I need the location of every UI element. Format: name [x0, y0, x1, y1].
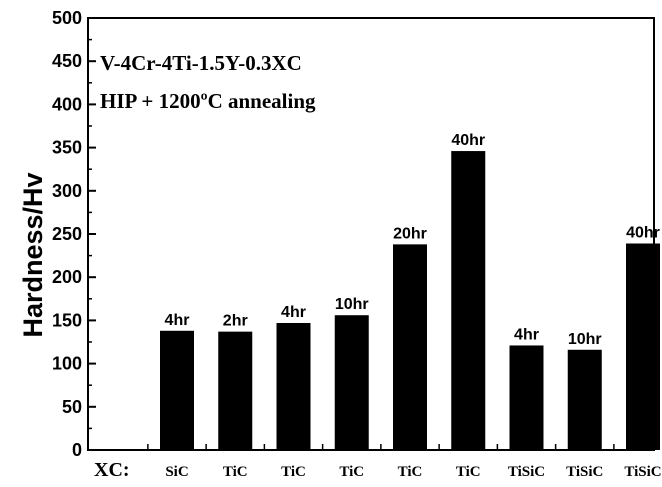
x-category-label: TiSiC [624, 464, 661, 480]
bar-value-label: 10hr [335, 296, 369, 313]
y-tick-label: 450 [52, 51, 82, 71]
y-axis-label: Hardness/Hv [18, 172, 48, 337]
bar-value-label: 20hr [393, 225, 427, 242]
y-tick-label: 0 [72, 440, 82, 460]
y-tick-label: 150 [52, 310, 82, 330]
y-tick-label: 100 [52, 354, 82, 374]
y-tick-label: 500 [52, 8, 82, 28]
bar-value-label: 40hr [451, 132, 485, 149]
bar-value-label: 10hr [568, 331, 602, 348]
x-category-label: TiSiC [508, 464, 545, 480]
x-category-label: TiC [281, 464, 306, 480]
bar [218, 332, 252, 450]
bar [510, 345, 544, 450]
y-tick-label: 350 [52, 138, 82, 158]
x-category-label: TiC [398, 464, 423, 480]
bar [451, 151, 485, 450]
bar-value-label: 4hr [281, 304, 306, 321]
y-tick-label: 200 [52, 267, 82, 287]
bar [568, 350, 602, 450]
annotation-process: HIP + 1200ºC annealing [100, 89, 316, 113]
y-tick-label: 400 [52, 94, 82, 114]
y-tick-label: 250 [52, 224, 82, 244]
bar-value-label: 4hr [165, 312, 190, 329]
x-category-label: TiSiC [566, 464, 603, 480]
bar [393, 244, 427, 450]
x-category-label: SiC [165, 464, 188, 480]
bar [277, 323, 311, 450]
y-tick-label: 50 [62, 397, 82, 417]
bar [335, 315, 369, 450]
bar-value-label: 4hr [514, 326, 539, 343]
x-category-label: TiC [223, 464, 248, 480]
y-tick-label: 300 [52, 181, 82, 201]
bar [160, 331, 194, 450]
x-category-label: TiC [456, 464, 481, 480]
x-axis-prefix: XC: [94, 459, 130, 481]
bar-value-label: 2hr [223, 313, 248, 330]
annotation-alloy: V-4Cr-4Ti-1.5Y-0.3XC [100, 51, 302, 75]
x-category-label: TiC [339, 464, 364, 480]
